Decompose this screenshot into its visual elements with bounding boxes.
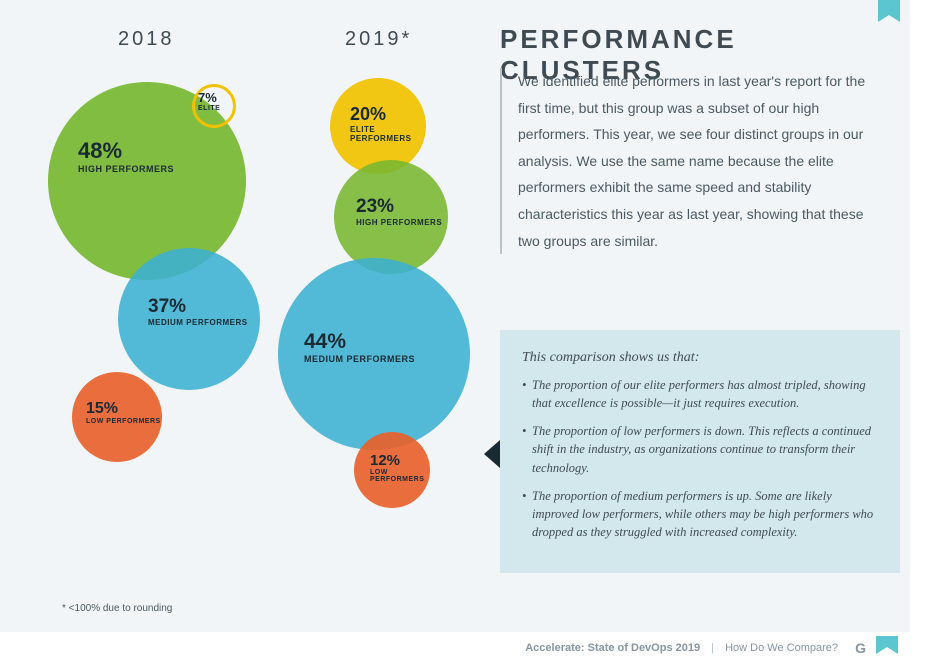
footer-source: Accelerate: State of DevOps 2019 [525, 642, 700, 654]
rounding-footnote: * <100% due to rounding [62, 603, 172, 614]
bubble-label-low: 12%LOW PERFORMERS [370, 452, 424, 483]
year-label-2018: 2018 [118, 28, 175, 51]
callout-bullet: The proportion of low performers is down… [522, 422, 878, 476]
bookmark-icon [878, 0, 900, 28]
callout-bullet: The proportion of our elite performers h… [522, 376, 878, 412]
callout-title: This comparison shows us that: [522, 350, 878, 366]
bubble-label-elite: 20%ELITE PERFORMERS [350, 104, 411, 143]
footer-text: Accelerate: State of DevOps 2019 | How D… [525, 642, 838, 654]
year-label-2019: 2019* [345, 28, 412, 51]
callout-bullet-list: The proportion of our elite performers h… [522, 376, 878, 541]
footer-section: How Do We Compare? [725, 642, 838, 654]
page-footer: Accelerate: State of DevOps 2019 | How D… [0, 638, 910, 662]
page-background: 2018 2019* 48%HIGH PERFORMERS 7%ELITE 37%M… [0, 0, 910, 632]
callout-bullet: The proportion of medium performers is u… [522, 487, 878, 541]
bubble-label-high: 23%HIGH PERFORMERS [356, 196, 442, 227]
bubble-label-medium: 44%MEDIUM PERFORMERS [304, 330, 415, 364]
bubble-label-medium: 37%MEDIUM PERFORMERS [148, 296, 248, 327]
callout-arrow-icon [484, 440, 500, 468]
bookmark-icon [876, 636, 898, 664]
bubble-label-high: 48%HIGH PERFORMERS [78, 138, 174, 174]
footer-separator: | [711, 642, 714, 654]
bubble-chart: 2018 2019* 48%HIGH PERFORMERS 7%ELITE 37%M… [0, 0, 480, 632]
bubble-label-elite_ring: 7%ELITE [198, 90, 220, 112]
intro-paragraph: We identified elite performers in last y… [500, 68, 880, 254]
bubble-label-low: 15%LOW PERFORMERS [86, 400, 161, 425]
comparison-callout: This comparison shows us that: The propo… [500, 330, 900, 573]
google-g-icon: G [855, 640, 866, 656]
